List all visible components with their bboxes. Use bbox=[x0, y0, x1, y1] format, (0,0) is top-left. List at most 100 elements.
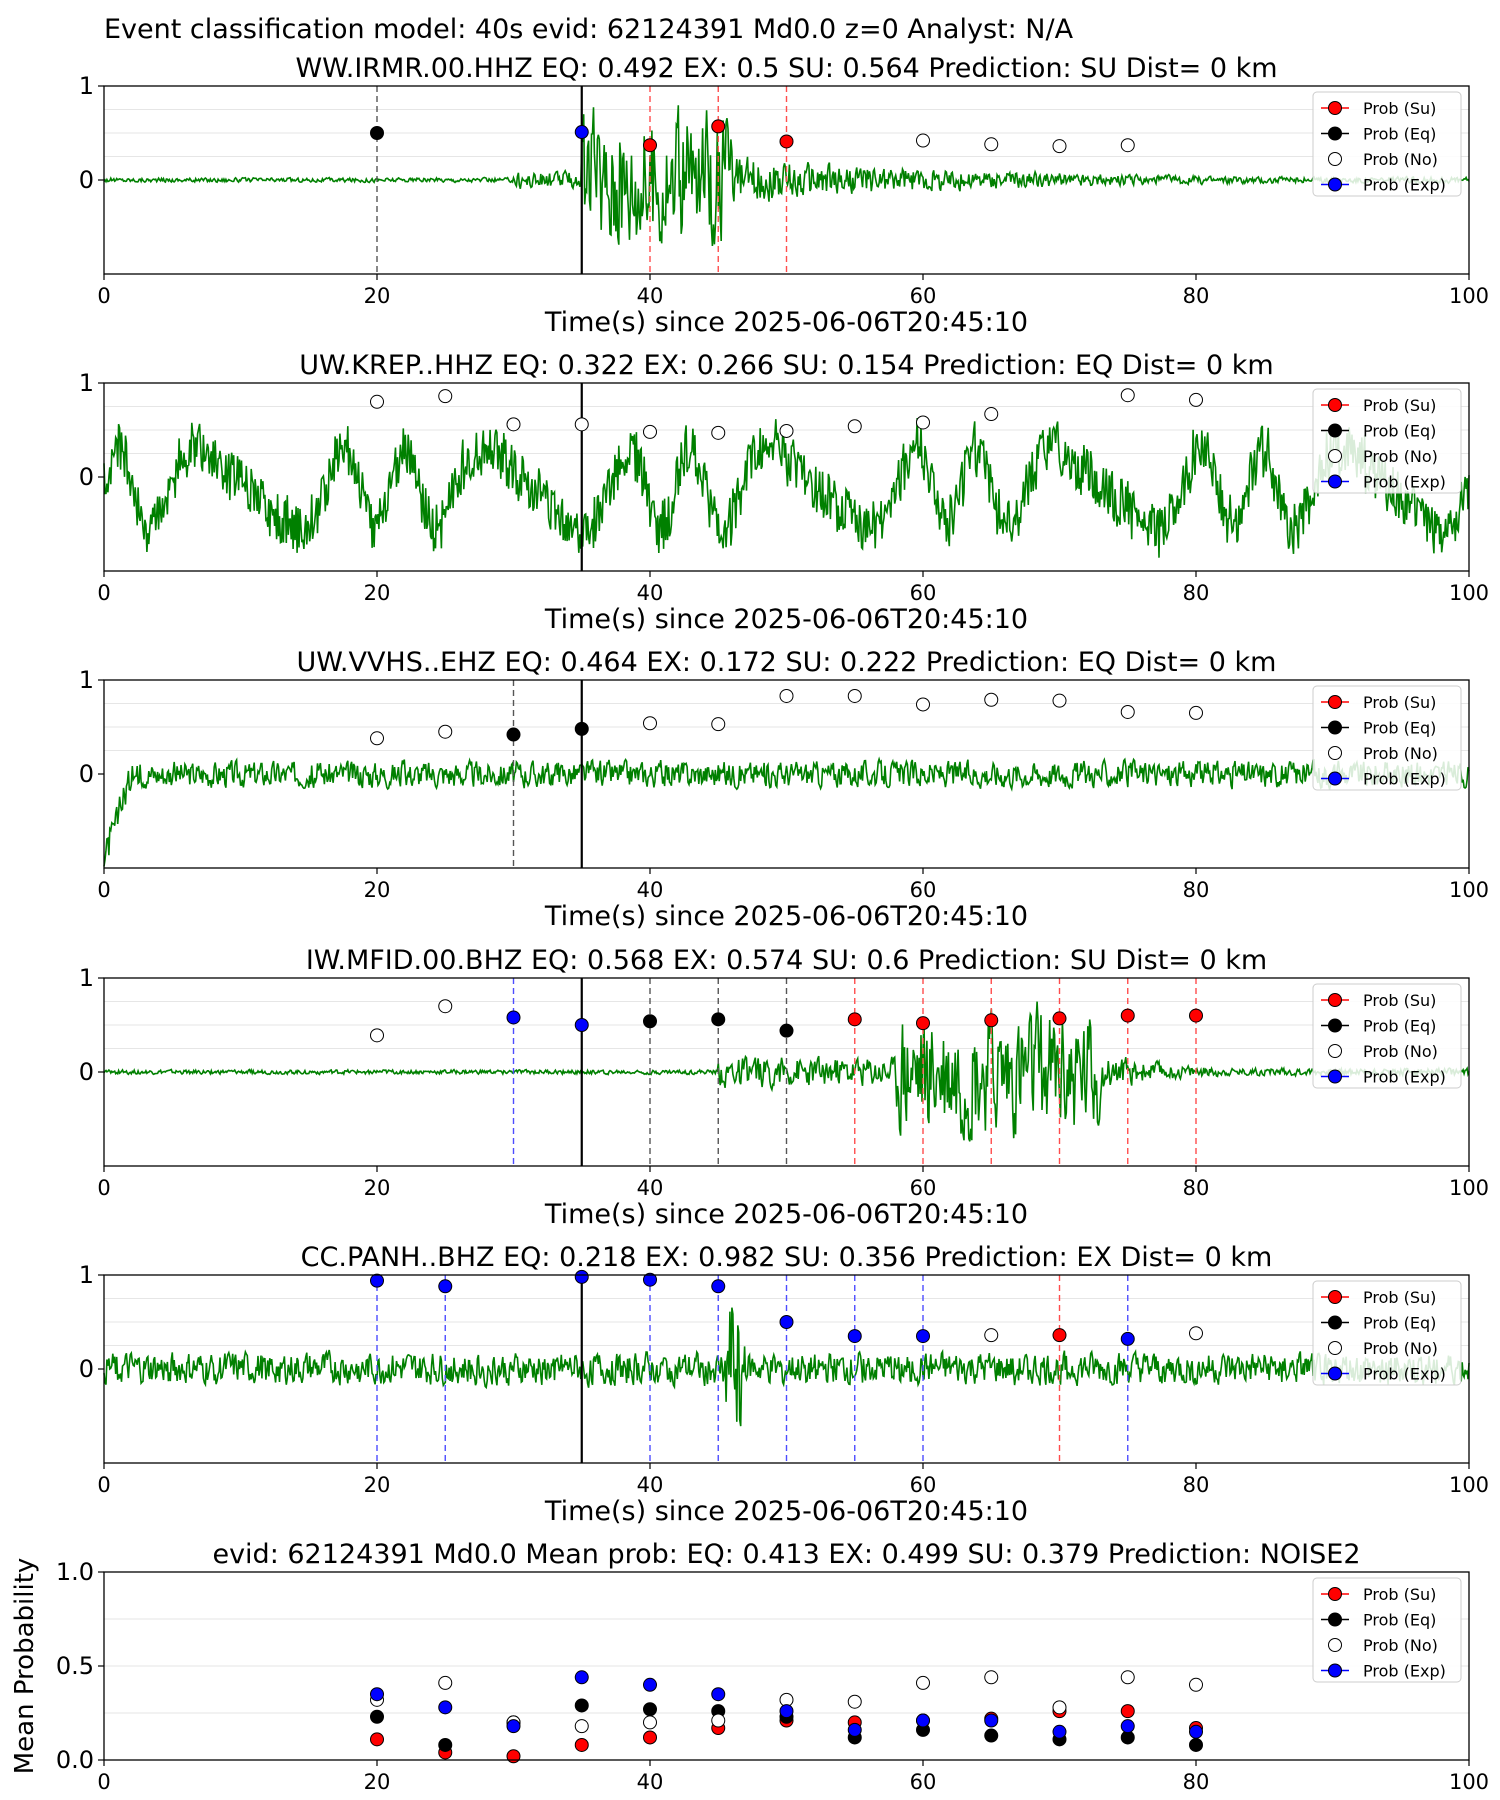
x-tick-label: 100 bbox=[1449, 284, 1489, 308]
x-tick-label: 100 bbox=[1449, 581, 1489, 605]
prob-point-no bbox=[779, 423, 794, 438]
panel-title: IW.MFID.00.BHZ EQ: 0.568 EX: 0.574 SU: 0… bbox=[306, 945, 1267, 976]
prob-point-no bbox=[643, 716, 657, 731]
prob-point-no bbox=[847, 419, 862, 434]
prob-point-no bbox=[1189, 705, 1203, 720]
mean-prob-point-no bbox=[1189, 1677, 1203, 1692]
y-tick-label: 1 bbox=[79, 964, 94, 992]
prob-point-no bbox=[438, 389, 453, 404]
legend-label: Prob (No) bbox=[1363, 1042, 1438, 1061]
prob-point-su bbox=[1189, 1008, 1203, 1023]
mean-prob-point-su bbox=[1120, 1704, 1135, 1719]
x-tick-label: 20 bbox=[364, 1770, 391, 1794]
prob-point-su bbox=[916, 1016, 930, 1031]
prob-point-su bbox=[779, 134, 794, 149]
prob-point-no bbox=[1189, 392, 1203, 407]
x-tick-label: 0 bbox=[97, 878, 110, 902]
legend-label: Prob (Eq) bbox=[1363, 125, 1436, 144]
mean-prob-point-exp bbox=[779, 1704, 794, 1719]
waveform-trace bbox=[103, 417, 1470, 558]
prob-point-eq bbox=[506, 727, 521, 742]
x-axis-label: Time(s) since 2025-06-06T20:45:10 bbox=[544, 1199, 1028, 1230]
x-tick-label: 40 bbox=[637, 1473, 664, 1497]
x-tick-label: 40 bbox=[637, 878, 664, 902]
panel-4: IW.MFID.00.BHZ EQ: 0.568 EX: 0.574 SU: 0… bbox=[79, 945, 1489, 1230]
legend-box bbox=[1312, 1577, 1462, 1683]
panel-6: evid: 62124391 Md0.0 Mean prob: EQ: 0.41… bbox=[10, 1539, 1489, 1794]
legend: Prob (Su) Prob (Eq) Prob (No) Prob (Exp) bbox=[1312, 983, 1462, 1089]
legend-box bbox=[1312, 388, 1462, 494]
prob-point-exp bbox=[847, 1329, 862, 1344]
mean-prob-point-no bbox=[916, 1675, 930, 1690]
x-tick-label: 100 bbox=[1449, 1473, 1489, 1497]
panel-title: UW.KREP..HHZ EQ: 0.322 EX: 0.266 SU: 0.1… bbox=[299, 350, 1273, 381]
x-tick-label: 20 bbox=[364, 878, 391, 902]
legend-label: Prob (Exp) bbox=[1363, 1068, 1446, 1087]
mean-prob-point-no bbox=[847, 1694, 862, 1709]
legend-label: Prob (Su) bbox=[1363, 693, 1436, 712]
mean-prob-point-exp bbox=[370, 1687, 384, 1702]
figure-suptitle: Event classification model: 40s evid: 62… bbox=[104, 14, 1074, 45]
mean-prob-point-no bbox=[984, 1670, 999, 1685]
x-tick-label: 0 bbox=[97, 1770, 110, 1794]
prob-point-su bbox=[847, 1012, 862, 1027]
x-tick-label: 0 bbox=[97, 581, 110, 605]
prob-point-no bbox=[1120, 388, 1135, 403]
mean-prob-point-no bbox=[1120, 1670, 1135, 1685]
legend-label: Prob (Eq) bbox=[1363, 1611, 1436, 1630]
mean-prob-point-no bbox=[643, 1715, 657, 1730]
y-tick-label: 1 bbox=[79, 369, 94, 397]
legend: Prob (Su) Prob (Eq) Prob (No) Prob (Exp) bbox=[1312, 685, 1462, 791]
panel-title: CC.PANH..BHZ EQ: 0.218 EX: 0.982 SU: 0.3… bbox=[301, 1242, 1273, 1273]
x-tick-label: 60 bbox=[910, 581, 937, 605]
prob-point-exp bbox=[370, 1273, 384, 1288]
legend-marker-eq bbox=[1328, 720, 1342, 735]
legend-box bbox=[1312, 91, 1462, 197]
legend-marker-exp bbox=[1328, 1366, 1342, 1381]
x-tick-label: 80 bbox=[1183, 284, 1210, 308]
panel-1: WW.IRMR.00.HHZ EQ: 0.492 EX: 0.5 SU: 0.5… bbox=[79, 53, 1489, 338]
mean-prob-point-eq bbox=[574, 1698, 589, 1713]
prob-point-su bbox=[1120, 1008, 1135, 1023]
prob-point-no bbox=[370, 1028, 384, 1043]
legend-label: Prob (No) bbox=[1363, 447, 1438, 466]
x-tick-label: 20 bbox=[364, 284, 391, 308]
x-tick-label: 60 bbox=[910, 1770, 937, 1794]
prob-point-no bbox=[1120, 704, 1135, 719]
legend-marker-su bbox=[1328, 1290, 1342, 1304]
legend-label: Prob (Eq) bbox=[1363, 1314, 1436, 1333]
prob-point-exp bbox=[711, 1279, 726, 1294]
prob-point-exp bbox=[643, 1272, 657, 1287]
waveform-trace bbox=[103, 756, 1470, 867]
legend-label: Prob (Su) bbox=[1363, 1288, 1436, 1307]
panel-3: UW.VVHS..EHZ EQ: 0.464 EX: 0.172 SU: 0.2… bbox=[79, 647, 1489, 932]
x-tick-label: 20 bbox=[364, 1176, 391, 1200]
legend-marker-su bbox=[1328, 1587, 1342, 1601]
y-tick-label: 1 bbox=[79, 72, 94, 100]
legend-label: Prob (No) bbox=[1363, 1339, 1438, 1358]
mean-prob-point-no bbox=[711, 1713, 726, 1728]
prob-point-no bbox=[370, 394, 384, 409]
prob-point-no bbox=[779, 688, 794, 703]
waveform-trace bbox=[103, 1307, 1470, 1427]
legend-marker-exp bbox=[1328, 1069, 1342, 1084]
prob-point-no bbox=[916, 133, 930, 148]
legend-label: Prob (Eq) bbox=[1363, 719, 1436, 738]
legend-marker-no bbox=[1328, 152, 1342, 166]
legend-box bbox=[1312, 1280, 1462, 1386]
legend-marker-su bbox=[1328, 993, 1342, 1007]
y-tick-label: 1.0 bbox=[56, 1558, 94, 1586]
prob-point-eq bbox=[711, 1012, 726, 1027]
mean-prob-point-exp bbox=[506, 1719, 521, 1734]
mean-prob-point-su bbox=[506, 1749, 521, 1764]
x-tick-label: 80 bbox=[1183, 581, 1210, 605]
x-tick-label: 60 bbox=[910, 284, 937, 308]
y-tick-label: 1 bbox=[79, 1261, 94, 1289]
mean-prob-point-su bbox=[370, 1732, 384, 1747]
prob-point-no bbox=[984, 137, 999, 152]
x-tick-label: 100 bbox=[1449, 1770, 1489, 1794]
x-tick-label: 80 bbox=[1183, 878, 1210, 902]
legend-marker-su bbox=[1328, 101, 1342, 115]
y-tick-label: 0 bbox=[79, 1355, 94, 1383]
mean-prob-point-eq bbox=[438, 1737, 453, 1752]
